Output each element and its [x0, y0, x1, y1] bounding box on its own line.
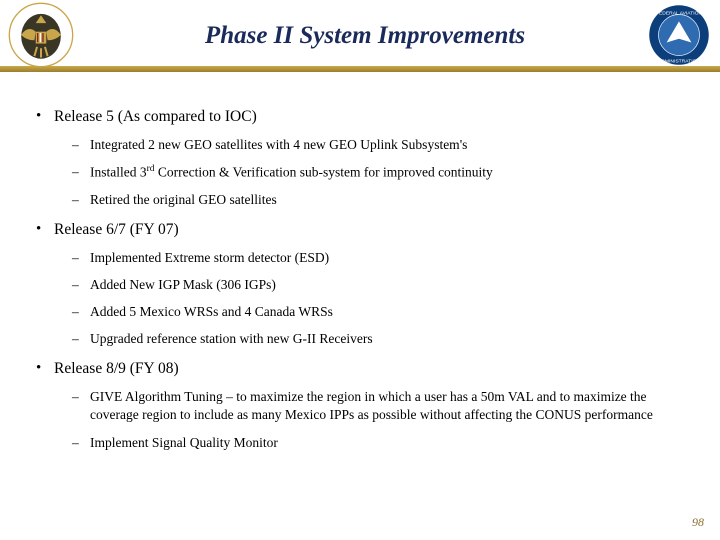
sub-list-item: –Retired the original GEO satellites — [72, 191, 684, 209]
page-number: 98 — [692, 515, 704, 530]
faa-seal-icon: FEDERAL AVIATION ADMINISTRATION — [648, 4, 710, 66]
sub-list-item: –Upgraded reference station with new G-I… — [72, 330, 684, 348]
list-item: • Release 6/7 (FY 07) –Implemented Extre… — [36, 219, 684, 349]
sub-list: –GIVE Algorithm Tuning – to maximize the… — [72, 388, 684, 452]
list-item: • Release 8/9 (FY 08) –GIVE Algorithm Tu… — [36, 358, 684, 451]
sub-list: –Integrated 2 new GEO satellites with 4 … — [72, 136, 684, 209]
sub-list-item: –Added 5 Mexico WRSs and 4 Canada WRSs — [72, 303, 684, 321]
section-heading: Release 6/7 (FY 07) — [54, 219, 179, 241]
bullet-icon: • — [36, 106, 54, 127]
sub-list: –Implemented Extreme storm detector (ESD… — [72, 249, 684, 349]
sub-list-item: –Implement Signal Quality Monitor — [72, 434, 684, 452]
slide-title: Phase II System Improvements — [100, 22, 630, 50]
bullet-icon: • — [36, 219, 54, 240]
svg-text:ADMINISTRATION: ADMINISTRATION — [658, 58, 700, 64]
slide-body: • Release 5 (As compared to IOC) –Integr… — [0, 78, 720, 452]
bullet-icon: • — [36, 358, 54, 379]
sub-list-item: –GIVE Algorithm Tuning – to maximize the… — [72, 388, 684, 424]
sub-list-item: –Integrated 2 new GEO satellites with 4 … — [72, 136, 684, 154]
section-heading: Release 8/9 (FY 08) — [54, 358, 179, 380]
list-item: • Release 5 (As compared to IOC) –Integr… — [36, 106, 684, 209]
header-divider — [0, 66, 720, 72]
us-eagle-seal-icon — [8, 2, 74, 68]
section-heading: Release 5 (As compared to IOC) — [54, 106, 257, 128]
svg-text:FEDERAL AVIATION: FEDERAL AVIATION — [656, 11, 703, 17]
bullet-list: • Release 5 (As compared to IOC) –Integr… — [36, 106, 684, 452]
sub-list-item: –Installed 3rd Correction & Verification… — [72, 163, 684, 182]
sub-list-item: –Added New IGP Mask (306 IGPs) — [72, 276, 684, 294]
slide-header: Phase II System Improvements FEDERAL AVI… — [0, 0, 720, 78]
sub-list-item: –Implemented Extreme storm detector (ESD… — [72, 249, 684, 267]
